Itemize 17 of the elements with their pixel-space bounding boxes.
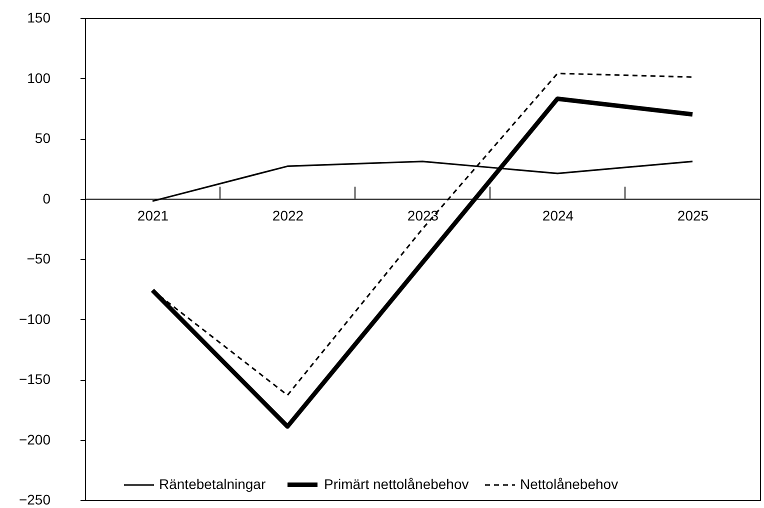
y-tick-label: −250 [18, 492, 51, 508]
y-tick-label: −150 [18, 371, 51, 387]
y-tick-label: −100 [18, 310, 51, 327]
x-tick-label: 2025 [677, 207, 709, 224]
legend-label: Nettolånebehov [520, 476, 618, 492]
x-tick-label: 2024 [542, 207, 574, 224]
legend-label: Primärt nettolånebehov [324, 476, 469, 492]
y-tick-label: −200 [18, 431, 51, 448]
y-tick-label: −50 [26, 250, 51, 266]
x-tick-label: 2023 [407, 207, 439, 224]
y-tick-label: 0 [42, 190, 51, 206]
y-tick-label: 100 [27, 70, 51, 86]
y-tick-label: 150 [27, 10, 51, 26]
y-tick-label: 50 [34, 130, 51, 146]
legend-label: Räntebetalningar [159, 476, 266, 492]
x-tick-label: 2022 [272, 207, 304, 224]
x-tick-label: 2021 [137, 207, 169, 224]
